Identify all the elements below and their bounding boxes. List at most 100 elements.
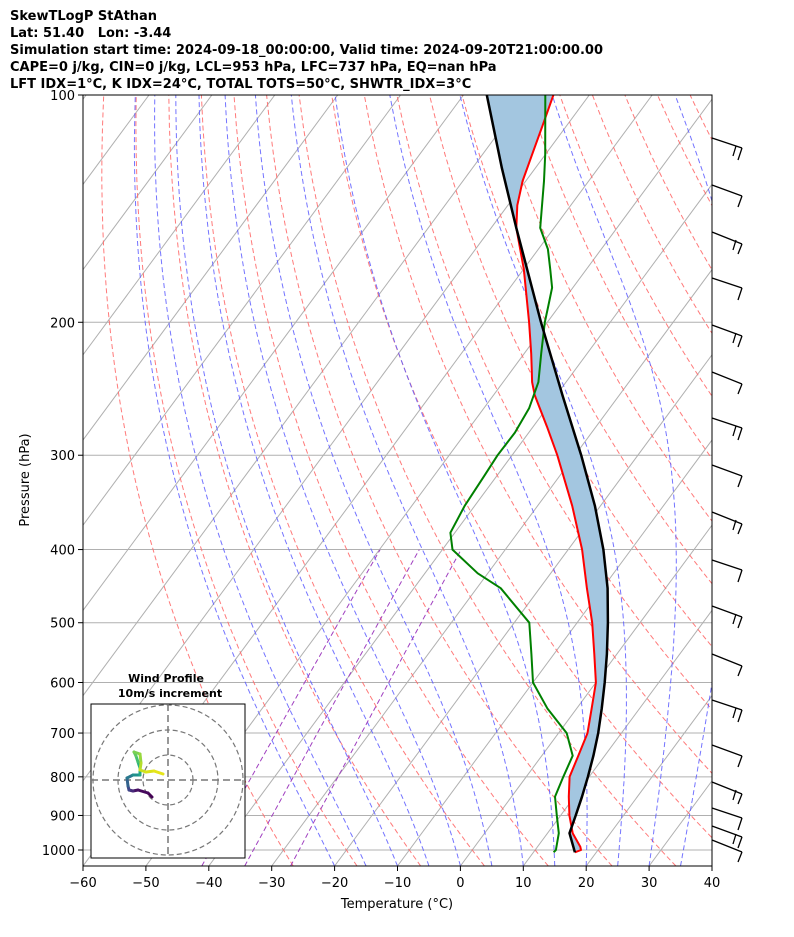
dry-adiabat [135,95,358,866]
wind-barb-flag [732,519,737,531]
wind-barb-staff [711,744,743,757]
axes: −60 −50 −40 −30 −20 −10 0 10 20 30 40 100 200 300 400 5… [42,89,720,891]
moist-adiabat [224,95,461,866]
wind-barb-flag [737,755,743,768]
wind-barb [711,839,743,863]
wind-barb-staff [711,839,743,853]
wind-barb-flag [737,523,743,535]
wind-barb-flag [732,239,737,251]
index-line: LFT IDX=1°C, K IDX=24°C, TOTAL TOTS=50°C… [10,77,472,92]
wind-barb-staff [711,371,743,385]
wind-barb [711,417,743,441]
wind-barb [711,324,743,348]
isotherm-line [83,95,87,101]
time-line: Simulation start time: 2024-09-18_00:00:… [10,43,603,58]
wind-barb-flag [737,427,743,441]
wind-barb-flag [737,709,743,723]
wind-barb-staff [711,605,743,618]
wind-barb-flag [732,613,737,625]
y-tick-label: 900 [50,809,75,824]
wind-barb-flag [737,475,743,488]
x-tick-label: −10 [384,876,411,891]
wind-barb-staff [711,324,743,337]
isotherm-line [83,95,213,271]
chart-title: SkewTLogP StAthan [10,9,158,24]
inset-title: Wind Profile [128,672,204,685]
wind-profile-inset: Wind Profile 10m/s increment [90,672,246,859]
wind-barb-staff [711,511,743,525]
moist-adiabat [711,863,712,866]
wind-barb-flag [732,425,737,437]
wind-barb-staff [711,781,743,795]
mixing-ratio-line [290,549,462,866]
wind-barb-flag [732,332,737,344]
wind-barb-flag [737,287,743,301]
dry-adiabat [624,95,712,271]
moist-adiabat [154,95,367,866]
isotherm-line [83,95,464,612]
wind-barb-flag [737,243,743,255]
dry-adiabat [429,95,712,648]
wind-barb-staff [711,559,743,571]
wind-barb-flag [732,145,737,157]
x-tick-label: 20 [578,876,595,891]
dry-adiabat [755,95,794,866]
wind-barb-flag [737,817,743,831]
dry-adiabat [200,95,485,866]
cape-shading [486,95,608,853]
wind-barb [711,825,743,849]
wind-barb [711,653,743,677]
wind-barb-flag [737,616,743,629]
dry-adiabat [298,95,677,866]
wind-barb-staff [711,464,743,477]
y-tick-label: 500 [50,617,75,632]
chart-header: SkewTLogP StAthan Lat: 51.40 Lon: -3.44 … [10,8,603,93]
wind-barb [711,277,743,301]
x-tick-label: −60 [69,876,96,891]
isotherm-line [208,183,712,866]
y-tick-label: 100 [50,89,75,104]
isotherm-line [83,95,276,356]
dewpoint-profile [449,95,574,854]
moist-adiabat [175,95,398,866]
x-tick-label: −40 [195,876,222,891]
dry-adiabat [266,95,613,866]
wind-barb-flag [737,569,743,583]
wind-barb-flag [732,833,737,845]
isotherm-line [585,694,712,866]
wind-barb-flag [737,665,743,677]
isotherm-line [522,609,712,866]
wind-barb [711,781,743,805]
dry-adiabat [494,95,712,522]
dry-adiabat [331,95,712,839]
wind-barb [711,511,743,535]
x-tick-label: −30 [258,876,285,891]
dry-adiabat [363,95,712,775]
wind-barb [711,137,743,161]
y-tick-label: 800 [50,771,75,786]
wind-barb [711,699,743,723]
isotherm-line [711,865,712,866]
cape-line: CAPE=0 j/kg, CIN=0 j/kg, LCL=953 hPa, LF… [10,60,497,75]
moist-adiabat [389,95,588,866]
wind-barb-staff [711,825,743,838]
x-tick-label: 0 [456,876,464,891]
moist-adiabat [133,95,336,866]
moist-adiabat [459,95,627,866]
moist-adiabat [254,95,493,866]
plot-grid [83,95,794,866]
y-axis-label: Pressure (hPa) [18,433,33,526]
wind-barbs [711,137,743,863]
y-tick-label: 600 [50,677,75,692]
y-tick-label: 700 [50,727,75,742]
hodograph-segment [152,769,165,776]
wind-barb-flag [737,383,743,395]
dry-adiabat [723,95,794,866]
isotherm-line [83,95,527,697]
wind-barb-flag [737,793,743,805]
wind-barb [711,231,743,255]
x-tick-label: −20 [321,876,348,891]
isotherm-line [459,524,712,866]
x-axis-label: Temperature (°C) [340,897,453,912]
wind-barb-flag [737,836,743,849]
